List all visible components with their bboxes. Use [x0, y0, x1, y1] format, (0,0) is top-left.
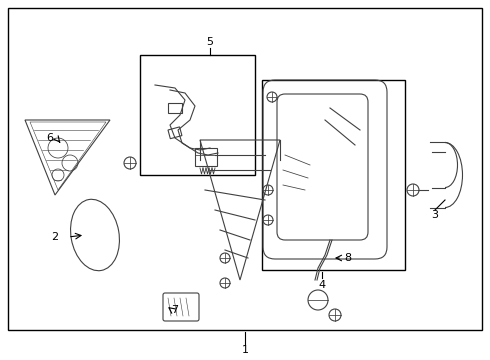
Text: 4: 4 — [318, 280, 325, 290]
Bar — [168, 127, 182, 139]
Text: 1: 1 — [242, 345, 248, 355]
Text: 3: 3 — [432, 210, 439, 220]
Text: 8: 8 — [344, 253, 351, 263]
Text: 6: 6 — [47, 133, 53, 143]
Bar — [168, 103, 182, 113]
Bar — [195, 148, 217, 166]
Text: 2: 2 — [51, 232, 59, 242]
Bar — [262, 80, 405, 270]
Text: 5: 5 — [206, 37, 214, 47]
Text: 7: 7 — [172, 305, 178, 315]
Bar — [140, 55, 255, 175]
Bar — [8, 8, 482, 330]
